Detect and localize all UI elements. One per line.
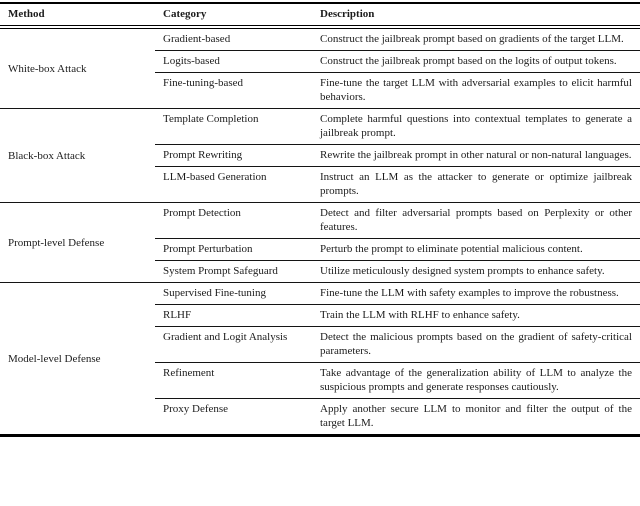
method-cell: Black-box Attack (0, 109, 155, 202)
category-cell: Gradient-based (163, 33, 231, 45)
header-double-rule (0, 25, 640, 29)
table-row: Prompt Perturbation Perturb the prompt t… (155, 238, 640, 260)
method-label: White-box Attack (8, 62, 87, 75)
method-label: Black-box Attack (8, 149, 86, 162)
description-cell: Complete harmful questions into contextu… (320, 113, 632, 139)
category-cell: Prompt Rewriting (163, 149, 243, 161)
description-cell: Fine-tune the LLM with safety examples t… (320, 287, 619, 299)
description-column-header: Description (320, 8, 375, 20)
method-cell: White-box Attack (0, 29, 155, 108)
description-cell: Fine-tune the target LLM with adversaria… (320, 77, 632, 103)
table-row: LLM-based Generation Instruct an LLM as … (155, 166, 640, 202)
section-rows: Supervised Fine-tuning Fine-tune the LLM… (155, 283, 640, 434)
description-cell: Train the LLM with RLHF to enhance safet… (320, 309, 520, 321)
methods-table: Method Category Description White-box At… (0, 2, 640, 437)
section-rows: Prompt Detection Detect and filter adver… (155, 203, 640, 282)
description-cell: Construct the jailbreak prompt based on … (320, 33, 624, 45)
table-section: Prompt-level Defense Prompt Detection De… (0, 202, 640, 282)
method-label: Prompt-level Defense (8, 236, 105, 249)
description-cell: Detect the malicious prompts based on th… (320, 331, 632, 357)
description-cell: Rewrite the jailbreak prompt in other na… (320, 149, 632, 161)
table-row: Fine-tuning-based Fine-tune the target L… (155, 72, 640, 108)
table-row: Proxy Defense Apply another secure LLM t… (155, 398, 640, 434)
table-row: System Prompt Safeguard Utilize meticulo… (155, 260, 640, 282)
method-label: Model-level Defense (8, 352, 101, 365)
table-section: White-box Attack Gradient-based Construc… (0, 29, 640, 108)
description-cell: Perturb the prompt to eliminate potentia… (320, 243, 583, 255)
category-cell: RLHF (163, 309, 192, 321)
table-row: Refinement Take advantage of the general… (155, 362, 640, 398)
table-header-row: Method Category Description (0, 4, 640, 25)
table-row: Logits-based Construct the jailbreak pro… (155, 50, 640, 72)
description-cell: Construct the jailbreak prompt based on … (320, 55, 617, 67)
description-cell: Detect and filter adversarial prompts ba… (320, 207, 632, 233)
category-cell: Gradient and Logit Analysis (163, 331, 288, 343)
section-rows: Gradient-based Construct the jailbreak p… (155, 29, 640, 108)
table-row: Prompt Rewriting Rewrite the jailbreak p… (155, 144, 640, 166)
category-column-header: Category (163, 8, 207, 20)
category-cell: Prompt Detection (163, 207, 241, 219)
table-row: RLHF Train the LLM with RLHF to enhance … (155, 304, 640, 326)
category-cell: Fine-tuning-based (163, 77, 244, 89)
method-cell: Model-level Defense (0, 283, 155, 434)
method-cell: Prompt-level Defense (0, 203, 155, 282)
method-column-header: Method (8, 8, 45, 20)
table-section: Black-box Attack Template Completion Com… (0, 108, 640, 202)
category-cell: System Prompt Safeguard (163, 265, 278, 277)
category-cell: Proxy Defense (163, 403, 229, 415)
table-row: Gradient-based Construct the jailbreak p… (155, 29, 640, 50)
description-cell: Apply another secure LLM to monitor and … (320, 403, 632, 429)
description-cell: Utilize meticulously designed system pro… (320, 265, 605, 277)
table-body: White-box Attack Gradient-based Construc… (0, 29, 640, 434)
table-section: Model-level Defense Supervised Fine-tuni… (0, 282, 640, 434)
description-cell: Instruct an LLM as the attacker to gener… (320, 171, 632, 197)
category-cell: Refinement (163, 367, 215, 379)
table-row: Gradient and Logit Analysis Detect the m… (155, 326, 640, 362)
category-cell: Logits-based (163, 55, 220, 67)
category-cell: Prompt Perturbation (163, 243, 253, 255)
category-cell: Template Completion (163, 113, 259, 125)
category-cell: LLM-based Generation (163, 171, 267, 183)
category-cell: Supervised Fine-tuning (163, 287, 266, 299)
table-row: Prompt Detection Detect and filter adver… (155, 203, 640, 238)
description-cell: Take advantage of the generalization abi… (320, 367, 632, 393)
section-rows: Template Completion Complete harmful que… (155, 109, 640, 202)
table-row: Template Completion Complete harmful que… (155, 109, 640, 144)
table-row: Supervised Fine-tuning Fine-tune the LLM… (155, 283, 640, 304)
